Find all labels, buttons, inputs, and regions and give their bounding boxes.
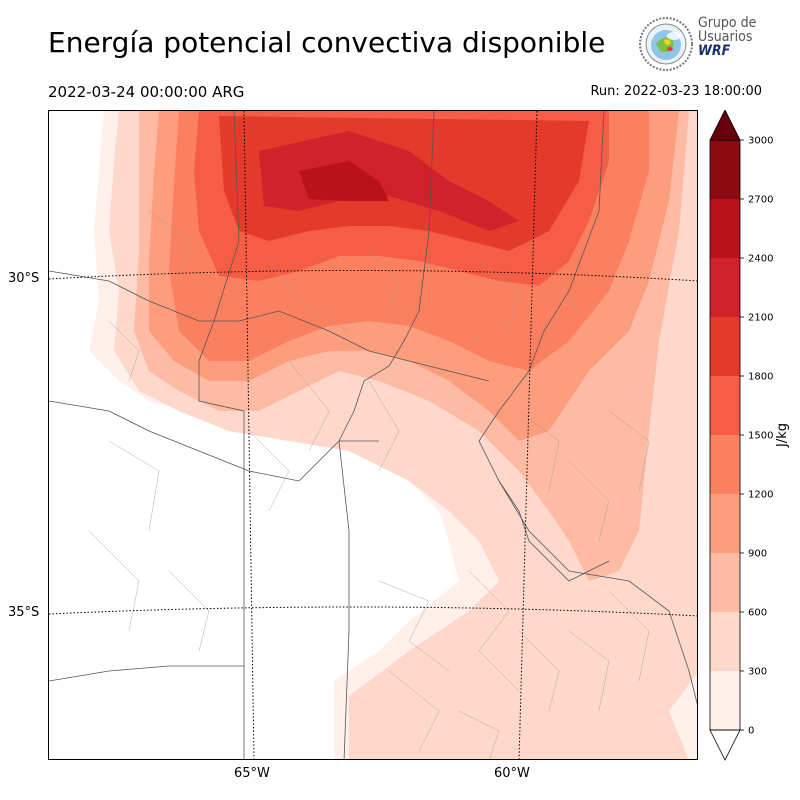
cape-band-2100: [259, 131, 519, 231]
parallel-30s: [49, 269, 697, 282]
colorbar-tick-label: 600: [748, 608, 767, 619]
colorbar-extend-high: [709, 109, 741, 141]
logo-line1: Grupo de: [698, 15, 757, 31]
colorbar-bin: [710, 140, 740, 199]
colorbar-bin: [710, 258, 740, 317]
grupo-usuarios-wrf-logo: Grupo de Usuarios WRF: [638, 16, 762, 72]
map-title: Energía potencial convectiva disponible: [48, 26, 606, 59]
colorbar-tick-label: 1800: [748, 372, 773, 383]
lat-label-30s: 30°S: [8, 271, 40, 286]
lat-label-35s: 35°S: [8, 605, 40, 620]
valid-time: 2022-03-24 00:00:00 ARG: [48, 83, 245, 101]
colorbar-unit-label: J/kg: [775, 423, 790, 448]
globe-seal-icon: [639, 17, 693, 71]
colorbar-tick-label: 3000: [748, 136, 773, 147]
cape-map: [48, 110, 698, 760]
political-boundaries: [49, 111, 697, 759]
colorbar-tick-label: 2100: [748, 313, 773, 324]
colorbar-bin: [710, 376, 740, 435]
cape-band-2400: [299, 161, 389, 201]
colorbar-bin: [710, 553, 740, 612]
colorbar-bin: [710, 494, 740, 553]
lon-label-65w: 65°W: [234, 766, 270, 781]
logo-line2: Usuarios: [698, 29, 753, 45]
colorbar-tick-label: 1200: [748, 490, 773, 501]
colorbar-bin: [710, 199, 740, 258]
colorbar-tick-label: 900: [748, 549, 767, 560]
logo-line3: WRF: [698, 43, 731, 59]
logo-text: Grupo de Usuarios WRF: [698, 16, 756, 58]
colorbar-tick-label: 2400: [748, 254, 773, 265]
colorbar-tick-label: 300: [748, 667, 767, 678]
colorbar-extend-low: [709, 729, 741, 761]
colorbar: 0 300 600 900 1200 1500 1800 2100 2400 2700 3000 J/…: [706, 109, 796, 770]
colorbar-tick-label: 1500: [748, 431, 773, 442]
lon-label-60w: 60°W: [494, 766, 530, 781]
cape-shading: [89, 111, 697, 759]
graticule: [49, 111, 697, 759]
colorbar-tick-label: 0: [748, 726, 754, 737]
municipal-boundaries: [88, 210, 650, 759]
cape-field-svg: [49, 111, 697, 759]
colorbar-tick-label: 2700: [748, 195, 773, 206]
colorbar-bin: [710, 671, 740, 730]
parallel-35s: [49, 606, 697, 617]
colorbar-bin: [710, 317, 740, 376]
colorbar-bin: [710, 435, 740, 494]
run-time: Run: 2022-03-23 18:00:00: [590, 84, 762, 99]
colorbar-bin: [710, 612, 740, 671]
colorbar-svg: 0 300 600 900 1200 1500 1800 2100 2400 2700 3000 J/…: [709, 109, 790, 761]
